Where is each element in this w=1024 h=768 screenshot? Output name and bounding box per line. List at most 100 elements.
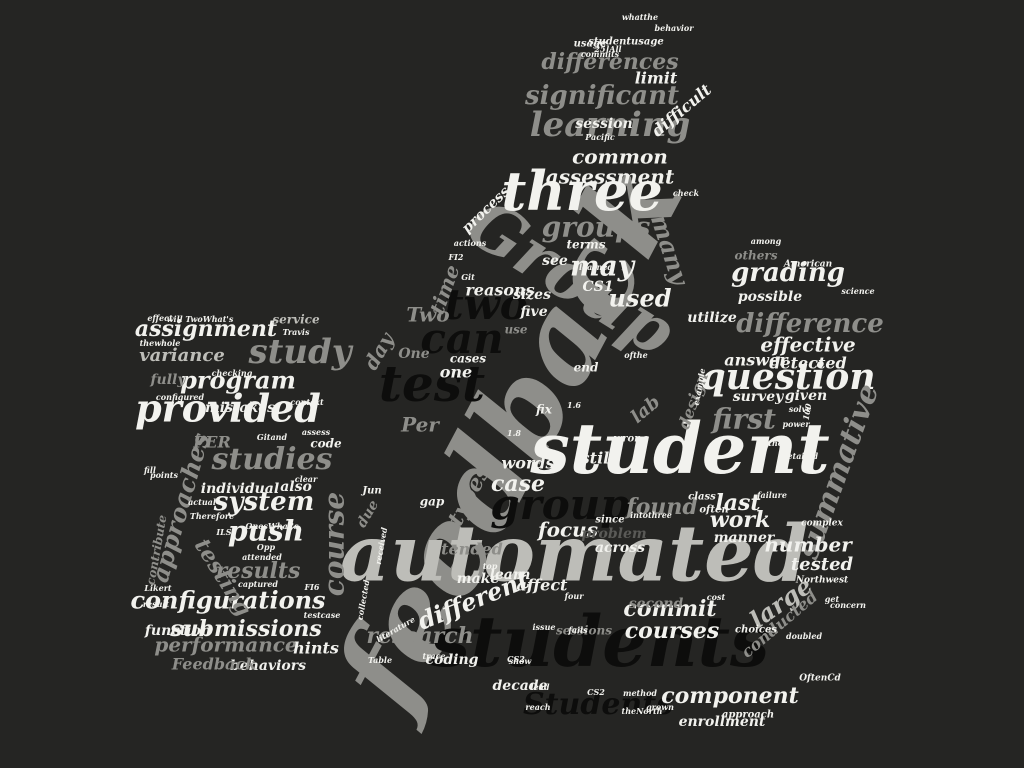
word-effective: effective [760, 333, 855, 357]
word-fully: fully [150, 372, 187, 388]
word-also: also [280, 479, 312, 495]
word-sessions: sessions [556, 624, 612, 638]
word-100: 100 [801, 402, 814, 421]
word-travis: Travis [283, 327, 310, 337]
word-tended: tended [441, 540, 503, 559]
word-given: given [785, 388, 827, 404]
word-students: students [430, 600, 770, 683]
word-end: end [574, 361, 599, 375]
word-function: function [144, 623, 211, 639]
word-assessment: assessment [546, 165, 675, 189]
word-studies: studies [211, 442, 333, 477]
word-code: code [310, 437, 342, 451]
word-individual: individual [201, 481, 279, 497]
word-detected: detected [769, 354, 846, 373]
word-learning: learning [530, 105, 691, 145]
word-northwest: Northwest [795, 576, 849, 586]
word-thenorth: theNorth [622, 706, 663, 716]
word-variance: variance [139, 345, 225, 366]
word-students: Students [523, 687, 673, 722]
word-commits: commits [581, 49, 620, 59]
word-solve: solve [789, 404, 812, 414]
word-problem: problem [581, 526, 646, 542]
word-mistakes: mistakes [205, 400, 275, 416]
word-two: Two [406, 303, 449, 327]
word-therefore: Therefore [190, 511, 234, 521]
word-commit: commit [623, 596, 716, 622]
word-fi6: FI6 [304, 582, 320, 592]
word-often: often [699, 505, 728, 516]
word-effect: effect [147, 313, 173, 323]
word-fails: fails [567, 625, 588, 635]
word-class: class [688, 492, 716, 503]
word-possible: possible [738, 289, 802, 305]
word-grown: grown [646, 702, 674, 712]
word-push: push [228, 515, 304, 548]
word-cases: cases [450, 352, 486, 366]
word-fill: fill [143, 465, 156, 475]
word-pacific: Pacific [584, 132, 615, 142]
word-assignment: assignment [135, 316, 277, 342]
word-studentusage: studentusage [588, 37, 664, 48]
word-performance: performance [154, 633, 297, 657]
word-usage: usage [574, 39, 607, 50]
word-reach: reach [525, 702, 550, 712]
word-approach: approach [722, 710, 774, 721]
word-difference: difference [736, 309, 884, 339]
word-points: points [150, 470, 178, 480]
word-two: two [444, 280, 528, 329]
word-cs1: CS1 [583, 279, 614, 295]
word-case: case [491, 471, 545, 497]
word-terms: terms [567, 238, 606, 252]
word-hints: hints [293, 639, 339, 658]
word-others: others [735, 249, 778, 263]
word-actual: actual [188, 497, 216, 507]
word-gap: gap [420, 495, 445, 509]
word-course: course [318, 492, 351, 596]
word-gitand: Gitand [257, 432, 288, 442]
word-used: used [608, 284, 671, 313]
word-failure: failure [756, 490, 787, 500]
word-learned: learned [579, 262, 613, 272]
word-since: since [595, 515, 624, 526]
word-concern: concern [830, 600, 866, 610]
word-study: study [247, 332, 353, 372]
word-whatthe: whatthe [622, 12, 658, 22]
word-behaviors: behaviors [230, 658, 306, 674]
word-manner: manner [714, 530, 776, 546]
word-student: student [529, 407, 829, 490]
word-ils: ILS [215, 527, 231, 537]
word-configured: configured [156, 392, 205, 402]
word-configurations: configurations [130, 586, 326, 615]
word-significant: significant [524, 81, 679, 111]
word-will-twowhat-s: will TwoWhat's [167, 314, 234, 324]
word-decade: decade [493, 678, 548, 694]
word-still: still [580, 449, 616, 468]
word-second: second [629, 596, 684, 612]
word-wrong: wrong [614, 434, 649, 445]
word-lead: lead [531, 682, 550, 692]
word-tested: tested [791, 554, 854, 575]
word-across: across [595, 540, 645, 556]
word-intothree: intothree [630, 510, 672, 520]
word-actions: actions [454, 238, 487, 248]
word-reasons: reasons [465, 281, 534, 300]
word-groups: groups [542, 211, 651, 244]
word-common: common [572, 145, 668, 169]
word-fix: fix [535, 403, 553, 417]
word-top: top [483, 561, 498, 571]
word-differences: differences [541, 49, 678, 75]
word-fi2: FI2 [448, 252, 464, 262]
word-context: context [290, 397, 324, 407]
word-power: power [782, 419, 810, 429]
word-among: among [751, 236, 782, 246]
word-get: get [825, 594, 840, 604]
word-enrollment: enrollment [679, 714, 766, 730]
word-learn: learn [490, 567, 531, 583]
word-courses: courses [625, 618, 719, 644]
word-number: number [764, 533, 853, 557]
word-grading: grading [731, 258, 845, 288]
word-behavior: behavior [655, 23, 695, 33]
